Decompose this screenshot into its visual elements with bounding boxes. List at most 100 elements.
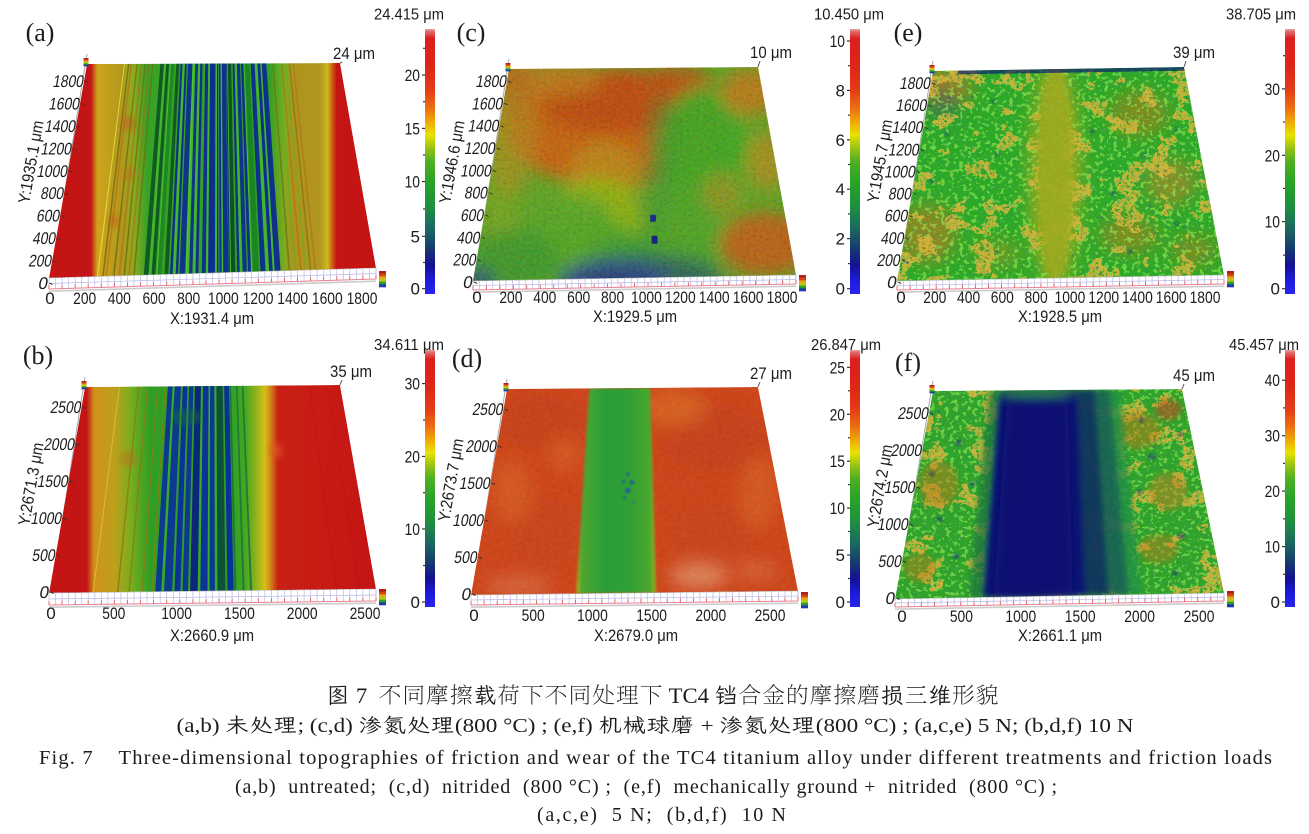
svg-text:1200: 1200 (40, 138, 74, 158)
svg-text:20: 20 (405, 66, 420, 85)
svg-text:1600: 1600 (48, 94, 82, 114)
svg-text:800: 800 (601, 288, 624, 307)
svg-text:500: 500 (31, 545, 58, 565)
svg-text:X:1929.5 μm: X:1929.5 μm (593, 307, 677, 326)
svg-text:2500: 2500 (755, 606, 786, 625)
svg-text:0: 0 (1271, 593, 1280, 612)
svg-text:5: 5 (836, 546, 845, 565)
svg-text:X:2661.1 μm: X:2661.1 μm (1018, 626, 1102, 645)
svg-text:26.847 μm: 26.847 μm (811, 337, 881, 354)
svg-text:(d): (d) (452, 344, 482, 373)
svg-text:TC4: TC4 (663, 683, 714, 708)
svg-text:0: 0 (886, 272, 899, 292)
svg-text:600: 600 (567, 288, 590, 307)
svg-text:1600: 1600 (312, 289, 343, 308)
svg-text:1000: 1000 (876, 514, 910, 534)
svg-text:1000: 1000 (459, 160, 493, 180)
svg-text:1000: 1000 (631, 288, 662, 307)
svg-text:1800: 1800 (52, 71, 86, 91)
svg-text:X:2660.9 μm: X:2660.9 μm (170, 626, 254, 645)
svg-text:1400: 1400 (891, 117, 925, 137)
svg-text:400: 400 (31, 228, 58, 248)
svg-text:1000: 1000 (36, 161, 70, 181)
svg-text:1200: 1200 (887, 139, 921, 159)
svg-text:800: 800 (1025, 288, 1048, 307)
svg-text:800: 800 (463, 183, 490, 203)
svg-text:(a,b): (a,b) (177, 714, 226, 736)
svg-text:1000: 1000 (883, 162, 917, 182)
svg-text:0: 0 (46, 604, 55, 623)
svg-text:2500: 2500 (350, 604, 381, 623)
svg-text:1400: 1400 (44, 116, 78, 136)
svg-text:1000: 1000 (161, 604, 192, 623)
svg-text:20: 20 (1265, 146, 1280, 165)
svg-text:0: 0 (411, 593, 420, 612)
svg-text:30: 30 (1265, 427, 1280, 446)
svg-text:(800 °C) ; (a,c,e) 5 N; (b,d,f: (800 °C) ; (a,c,e) 5 N; (b,d,f) 10 N (816, 714, 1134, 736)
svg-text:200: 200 (452, 250, 479, 270)
svg-text:2000: 2000 (43, 434, 77, 454)
svg-text:2500: 2500 (897, 403, 931, 423)
svg-text:4: 4 (836, 180, 845, 199)
svg-text:10: 10 (405, 520, 420, 539)
svg-text:X:1931.4 μm: X:1931.4 μm (170, 309, 254, 328)
svg-text:X:2679.0 μm: X:2679.0 μm (594, 626, 678, 645)
svg-text:400: 400 (533, 288, 556, 307)
svg-text:8: 8 (836, 81, 845, 100)
svg-text:20: 20 (1265, 482, 1280, 501)
svg-text:(a,b) untreated; (c,d) nitr: (a,b) untreated; (c,d) nitrided (800 °C)… (235, 776, 1057, 798)
svg-text:10: 10 (830, 499, 845, 518)
svg-text:0: 0 (836, 593, 845, 612)
svg-text:500: 500 (950, 607, 973, 626)
svg-text:1500: 1500 (1065, 607, 1096, 626)
svg-text:1600: 1600 (471, 93, 505, 113)
svg-text:800: 800 (177, 289, 200, 308)
svg-text:2000: 2000 (890, 440, 924, 460)
svg-text:1500: 1500 (883, 477, 917, 497)
svg-text:1000: 1000 (30, 508, 64, 528)
svg-text:600: 600 (883, 206, 910, 226)
svg-text:2000: 2000 (1124, 607, 1155, 626)
svg-text:Fig. 7 Three-dimensional to: Fig. 7 Three-dimensional topographies of… (39, 747, 1272, 769)
svg-text:1000: 1000 (1005, 607, 1036, 626)
svg-text:0: 0 (836, 280, 845, 299)
svg-text:1400: 1400 (467, 116, 501, 136)
svg-text:24 μm: 24 μm (333, 44, 375, 63)
svg-text:40: 40 (1265, 371, 1280, 390)
svg-text:0: 0 (897, 607, 906, 626)
svg-text:0: 0 (45, 289, 54, 308)
svg-text:1200: 1200 (665, 288, 696, 307)
svg-text:1800: 1800 (475, 71, 509, 91)
svg-text:200: 200 (499, 288, 522, 307)
svg-text:39 μm: 39 μm (1173, 43, 1215, 62)
svg-text:500: 500 (102, 604, 125, 623)
svg-text:0: 0 (462, 272, 475, 292)
svg-text:400: 400 (880, 228, 907, 248)
svg-text:1500: 1500 (636, 606, 667, 625)
svg-text:1400: 1400 (699, 288, 730, 307)
svg-text:600: 600 (142, 289, 165, 308)
svg-text:(a): (a) (26, 18, 55, 47)
svg-text:(a,c,e) 5 N; (b,d,f) 10 N: (a,c,e) 5 N; (b,d,f) 10 N (537, 804, 786, 826)
svg-text:2500: 2500 (49, 397, 83, 417)
svg-text:1800: 1800 (898, 73, 932, 93)
svg-text:1000: 1000 (208, 289, 239, 308)
svg-text:500: 500 (453, 547, 480, 567)
svg-text:35 μm: 35 μm (330, 362, 372, 381)
svg-text:1500: 1500 (224, 604, 255, 623)
svg-text:1400: 1400 (277, 289, 308, 308)
svg-text:800: 800 (887, 184, 914, 204)
svg-text:2000: 2000 (465, 436, 499, 456)
svg-text:600: 600 (35, 206, 62, 226)
svg-text:20: 20 (830, 405, 845, 424)
svg-text:(e): (e) (894, 18, 923, 47)
svg-text:0: 0 (469, 606, 478, 625)
svg-text:400: 400 (957, 288, 980, 307)
svg-text:500: 500 (522, 606, 545, 625)
svg-text:(800 °C) ; (e,f): (800 °C) ; (e,f) (455, 714, 599, 736)
svg-text:30: 30 (1265, 80, 1280, 99)
svg-text:1200: 1200 (243, 289, 274, 308)
svg-text:0: 0 (411, 280, 420, 299)
svg-text:2000: 2000 (287, 604, 318, 623)
svg-text:; (c,d): ; (c,d) (298, 714, 359, 736)
